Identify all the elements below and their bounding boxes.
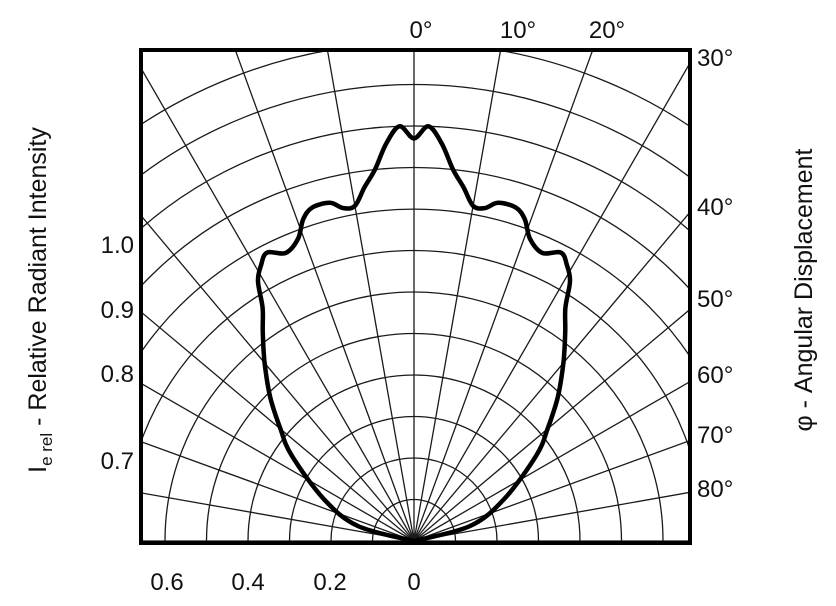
left-intensity-label-1-0: 1.0 xyxy=(101,232,134,259)
bottom-label-0-6: 0.6 xyxy=(150,569,183,596)
grid-spoke xyxy=(234,50,415,542)
grid-spoke xyxy=(413,439,690,542)
grid-spoke xyxy=(141,311,415,542)
grid-spoke xyxy=(413,61,690,542)
right-angle-label-30: 30° xyxy=(697,45,733,72)
grid-spoke xyxy=(141,214,415,542)
right-angle-label-80: 80° xyxy=(697,476,733,503)
grid-spoke xyxy=(413,491,690,542)
series-layer xyxy=(255,124,573,543)
grid-spoke xyxy=(141,440,415,542)
right-axis-title: φ - Angular Displacement xyxy=(790,148,818,431)
grid-spoke xyxy=(413,211,690,542)
left-intensity-label-0-8: 0.8 xyxy=(101,361,134,388)
left-intensity-label-0-7: 0.7 xyxy=(101,448,134,475)
polar-grid xyxy=(141,50,690,542)
right-angle-label-40: 40° xyxy=(697,194,733,221)
bottom-label-0-2: 0.2 xyxy=(313,569,346,596)
right-angle-label-60: 60° xyxy=(697,362,733,389)
top-angle-label-10: 10° xyxy=(500,17,536,44)
series-curve xyxy=(255,124,573,543)
grid-spoke xyxy=(326,50,415,542)
grid-spoke xyxy=(141,492,415,542)
right-angle-label-70: 70° xyxy=(697,422,733,449)
y-axis-title-rest: - Relative Radiant Intensity xyxy=(24,127,52,433)
bottom-label-0-4: 0.4 xyxy=(231,569,264,596)
bottom-label-0: 0 xyxy=(407,569,420,596)
right-axis-title-group: φ - Angular Displacement xyxy=(790,148,818,431)
grid-spoke xyxy=(141,382,415,542)
grid-spoke xyxy=(413,308,690,542)
y-axis-title-main: I xyxy=(24,466,52,473)
top-angle-label-0: 0° xyxy=(410,17,433,44)
grid-spoke xyxy=(141,66,415,542)
grid-spoke xyxy=(413,380,690,542)
y-axis-title-sub: e rel xyxy=(37,433,56,466)
top-angle-label-20: 20° xyxy=(589,17,625,44)
grid-spoke xyxy=(413,50,594,542)
y-axis-title: Ie rel - Relative Radiant Intensity xyxy=(24,127,56,473)
y-axis-title-group: Ie rel - Relative Radiant Intensity xyxy=(24,127,56,473)
right-angle-label-50: 50° xyxy=(697,286,733,313)
plot-frame xyxy=(139,48,692,545)
grid-spoke xyxy=(413,50,502,542)
left-intensity-label-0-9: 0.9 xyxy=(101,297,134,324)
